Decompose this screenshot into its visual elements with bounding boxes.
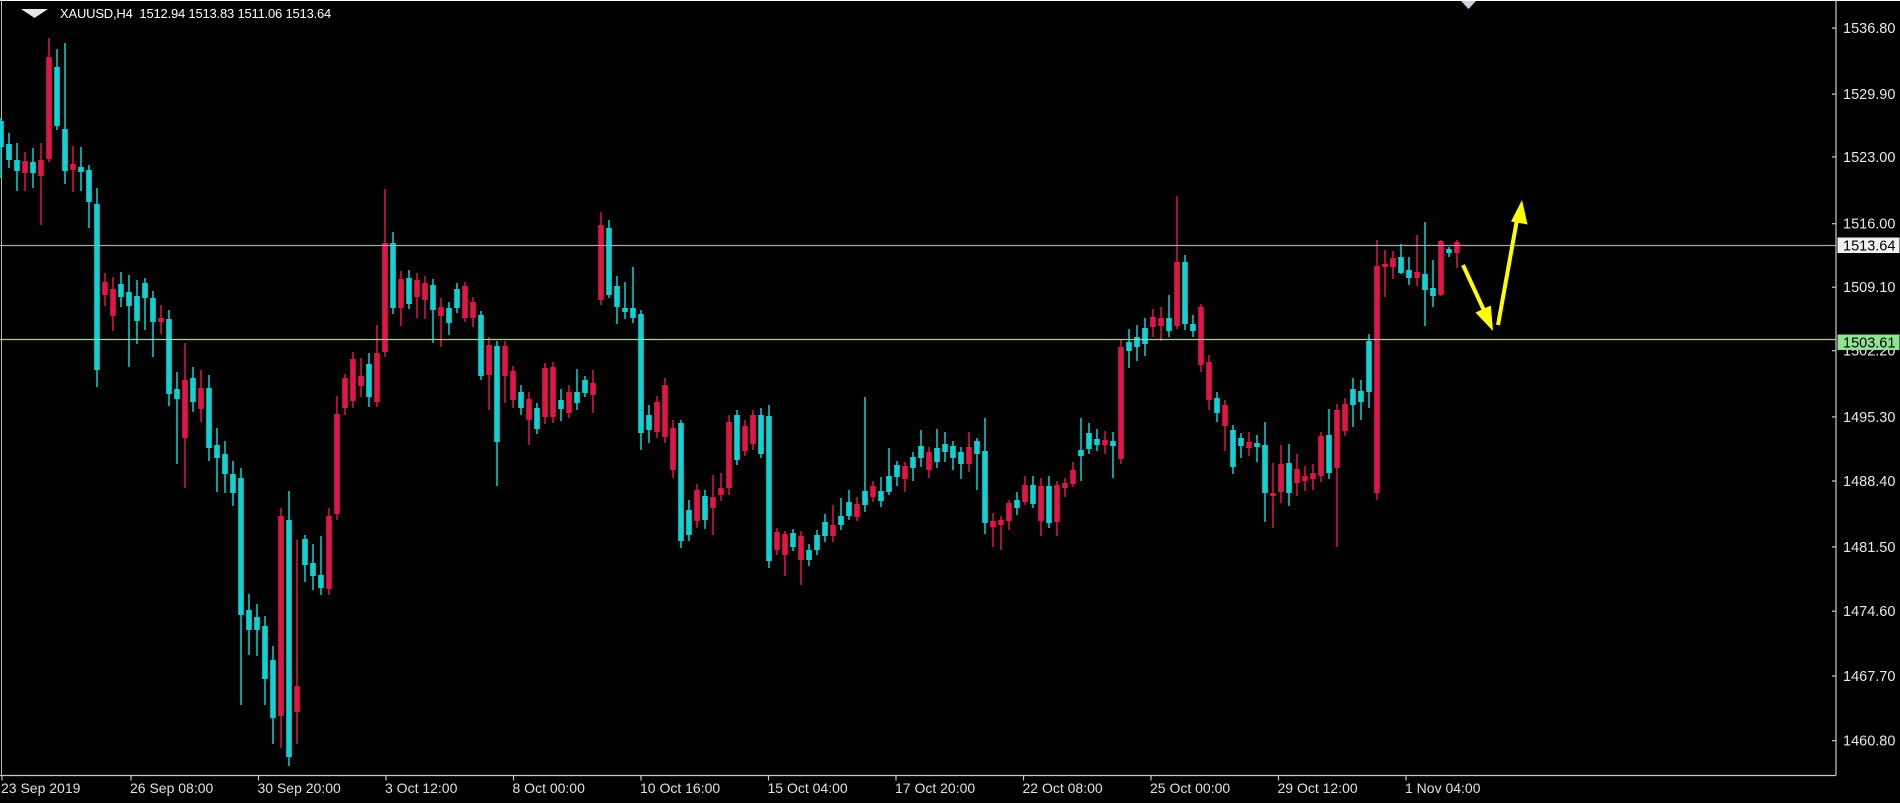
svg-text:29 Oct 12:00: 29 Oct 12:00 — [1278, 780, 1358, 796]
svg-text:1481.50: 1481.50 — [1843, 540, 1895, 556]
svg-text:1488.40: 1488.40 — [1843, 474, 1895, 490]
svg-text:1513.64: 1513.64 — [1843, 238, 1895, 254]
svg-text:1523.00: 1523.00 — [1843, 150, 1895, 166]
svg-text:3 Oct 12:00: 3 Oct 12:00 — [385, 780, 458, 796]
svg-text:1 Nov 04:00: 1 Nov 04:00 — [1405, 780, 1481, 796]
svg-text:1495.30: 1495.30 — [1843, 410, 1895, 426]
svg-text:1474.60: 1474.60 — [1843, 604, 1895, 620]
svg-text:15 Oct 04:00: 15 Oct 04:00 — [768, 780, 848, 796]
svg-text:30 Sep 20:00: 30 Sep 20:00 — [258, 780, 342, 796]
svg-text:1529.90: 1529.90 — [1843, 87, 1895, 103]
svg-text:17 Oct 20:00: 17 Oct 20:00 — [895, 780, 975, 796]
svg-text:1516.00: 1516.00 — [1843, 217, 1895, 233]
svg-text:1467.70: 1467.70 — [1843, 669, 1895, 685]
svg-text:22 Oct 08:00: 22 Oct 08:00 — [1023, 780, 1103, 796]
svg-text:1460.80: 1460.80 — [1843, 734, 1895, 750]
svg-text:25 Oct 00:00: 25 Oct 00:00 — [1150, 780, 1230, 796]
svg-text:1509.10: 1509.10 — [1843, 280, 1895, 296]
svg-text:1503.61: 1503.61 — [1843, 335, 1895, 351]
svg-text:XAUUSD,H4 1512.94 1513.83 151: XAUUSD,H4 1512.94 1513.83 1511.06 1513.6… — [60, 6, 331, 21]
svg-text:8 Oct 00:00: 8 Oct 00:00 — [513, 780, 586, 796]
svg-text:10 Oct 16:00: 10 Oct 16:00 — [640, 780, 720, 796]
svg-text:26 Sep 08:00: 26 Sep 08:00 — [130, 780, 214, 796]
svg-text:1536.80: 1536.80 — [1843, 21, 1895, 37]
svg-text:23 Sep 2019: 23 Sep 2019 — [1, 780, 81, 796]
